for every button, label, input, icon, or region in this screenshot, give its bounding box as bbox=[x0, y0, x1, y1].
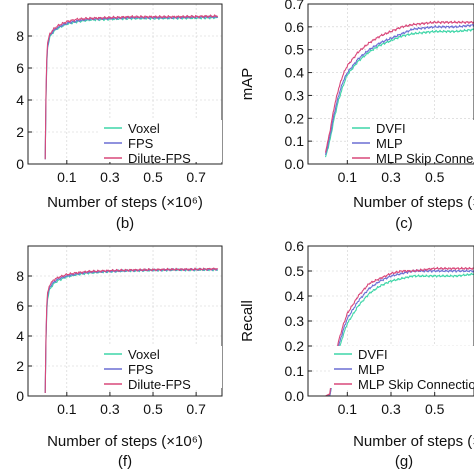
series-line-mlp bbox=[325, 269, 474, 396]
y-tick-label: 0.6 bbox=[285, 19, 305, 35]
y-tick-label: 0.0 bbox=[285, 388, 305, 404]
y-tick-label: 0.3 bbox=[285, 87, 305, 103]
chart-panel-b: 0 2 4 6 8 0.1 0.3 0.5 0.7 Number of steps (×10⁶) (… bbox=[16, 3, 223, 232]
x-tick-label: 0.1 bbox=[57, 169, 77, 185]
y-tick-label: 0.4 bbox=[285, 65, 305, 81]
y-tick-label: 0 bbox=[16, 156, 24, 172]
x-tick-label: 0.1 bbox=[338, 401, 358, 417]
series-line-mlp bbox=[324, 23, 474, 156]
series-line-dvfi bbox=[325, 272, 474, 396]
y-axis-label: Recall bbox=[239, 300, 256, 342]
y-tick-label: 2 bbox=[16, 124, 24, 140]
legend-label: Dilute-FPS bbox=[128, 377, 191, 392]
x-axis-label: Number of steps (×10⁶) bbox=[353, 194, 474, 211]
chart-panel-c: 0.0 0.1 0.2 0.3 0.4 0.5 0.6 0.7 0.1 0.3 0.5 Number … bbox=[239, 0, 474, 232]
legend-label: Voxel bbox=[128, 347, 160, 362]
series-line-dvfi bbox=[324, 28, 474, 158]
x-tick-label: 0.5 bbox=[425, 401, 445, 417]
y-tick-label: 0.5 bbox=[285, 42, 305, 58]
y-tick-label: 0.6 bbox=[285, 238, 305, 254]
series-line-mlp-skip-connection bbox=[324, 20, 474, 153]
plot-frame bbox=[27, 245, 223, 397]
series-line-dilute-fps bbox=[44, 14, 219, 160]
y-tick-label: 0.1 bbox=[285, 133, 305, 149]
legend-label: DVFI bbox=[376, 121, 406, 136]
y-tick-label: 6 bbox=[16, 298, 24, 314]
legend-label: MLP Skip Connection bbox=[376, 151, 474, 166]
legend-label: MLP Skip Connection bbox=[358, 377, 474, 392]
x-tick-label: 0.5 bbox=[425, 169, 445, 185]
y-tick-label: 8 bbox=[16, 268, 24, 284]
y-tick-label: 0.3 bbox=[285, 313, 305, 329]
legend-label: MLP bbox=[376, 136, 403, 151]
legend-label: DVFI bbox=[358, 347, 388, 362]
x-axis-label: Number of steps (×10⁶) bbox=[47, 433, 203, 450]
y-tick-label: 0 bbox=[16, 388, 24, 404]
panel-caption: (c) bbox=[395, 215, 413, 232]
x-tick-label: 0.3 bbox=[100, 401, 120, 417]
chart-panel-g: 0.0 0.1 0.2 0.3 0.4 0.5 0.6 0.1 0.3 0.5 Number of … bbox=[239, 238, 474, 470]
y-tick-label: 4 bbox=[16, 328, 24, 344]
y-tick-label: 0.5 bbox=[285, 263, 305, 279]
y-tick-label: 8 bbox=[16, 28, 24, 44]
panel-caption: (f) bbox=[118, 453, 132, 470]
x-tick-label: 0.3 bbox=[100, 169, 120, 185]
x-axis-label: Number of steps (×10⁶) bbox=[353, 433, 474, 450]
x-tick-label: 0.3 bbox=[381, 401, 401, 417]
y-tick-label: 2 bbox=[16, 358, 24, 374]
series-line-dilute-fps bbox=[44, 267, 219, 394]
x-tick-label: 0.1 bbox=[57, 401, 77, 417]
x-tick-label: 0.7 bbox=[186, 169, 206, 185]
legend-label: FPS bbox=[128, 362, 154, 377]
plot-frame bbox=[27, 3, 223, 165]
y-tick-label: 0.1 bbox=[285, 363, 305, 379]
panel-caption: (g) bbox=[395, 453, 413, 470]
x-tick-label: 0.5 bbox=[143, 401, 163, 417]
y-tick-label: 0.7 bbox=[285, 0, 305, 12]
x-tick-label: 0.7 bbox=[186, 401, 206, 417]
y-tick-label: 0.0 bbox=[285, 156, 305, 172]
y-tick-label: 6 bbox=[16, 60, 24, 76]
legend-label: FPS bbox=[128, 136, 154, 151]
x-tick-label: 0.5 bbox=[143, 169, 163, 185]
y-axis-label: mAP bbox=[239, 68, 256, 101]
legend-label: MLP bbox=[358, 362, 385, 377]
series-line-mlp-skip-connection bbox=[325, 266, 474, 396]
panel-caption: (b) bbox=[116, 215, 134, 232]
y-tick-label: 0.2 bbox=[285, 110, 305, 126]
y-tick-label: 4 bbox=[16, 92, 24, 108]
x-tick-label: 0.1 bbox=[338, 169, 358, 185]
x-axis-label: Number of steps (×10⁶) bbox=[47, 194, 203, 211]
y-tick-label: 0.2 bbox=[285, 338, 305, 354]
legend-label: Voxel bbox=[128, 121, 160, 136]
chart-panel-f: 0 2 4 6 8 0.1 0.3 0.5 0.7 Number of steps (×10⁶) (… bbox=[16, 245, 223, 470]
x-tick-label: 0.3 bbox=[381, 169, 401, 185]
y-tick-label: 0.4 bbox=[285, 288, 305, 304]
legend-label: Dilute-FPS bbox=[128, 151, 191, 166]
